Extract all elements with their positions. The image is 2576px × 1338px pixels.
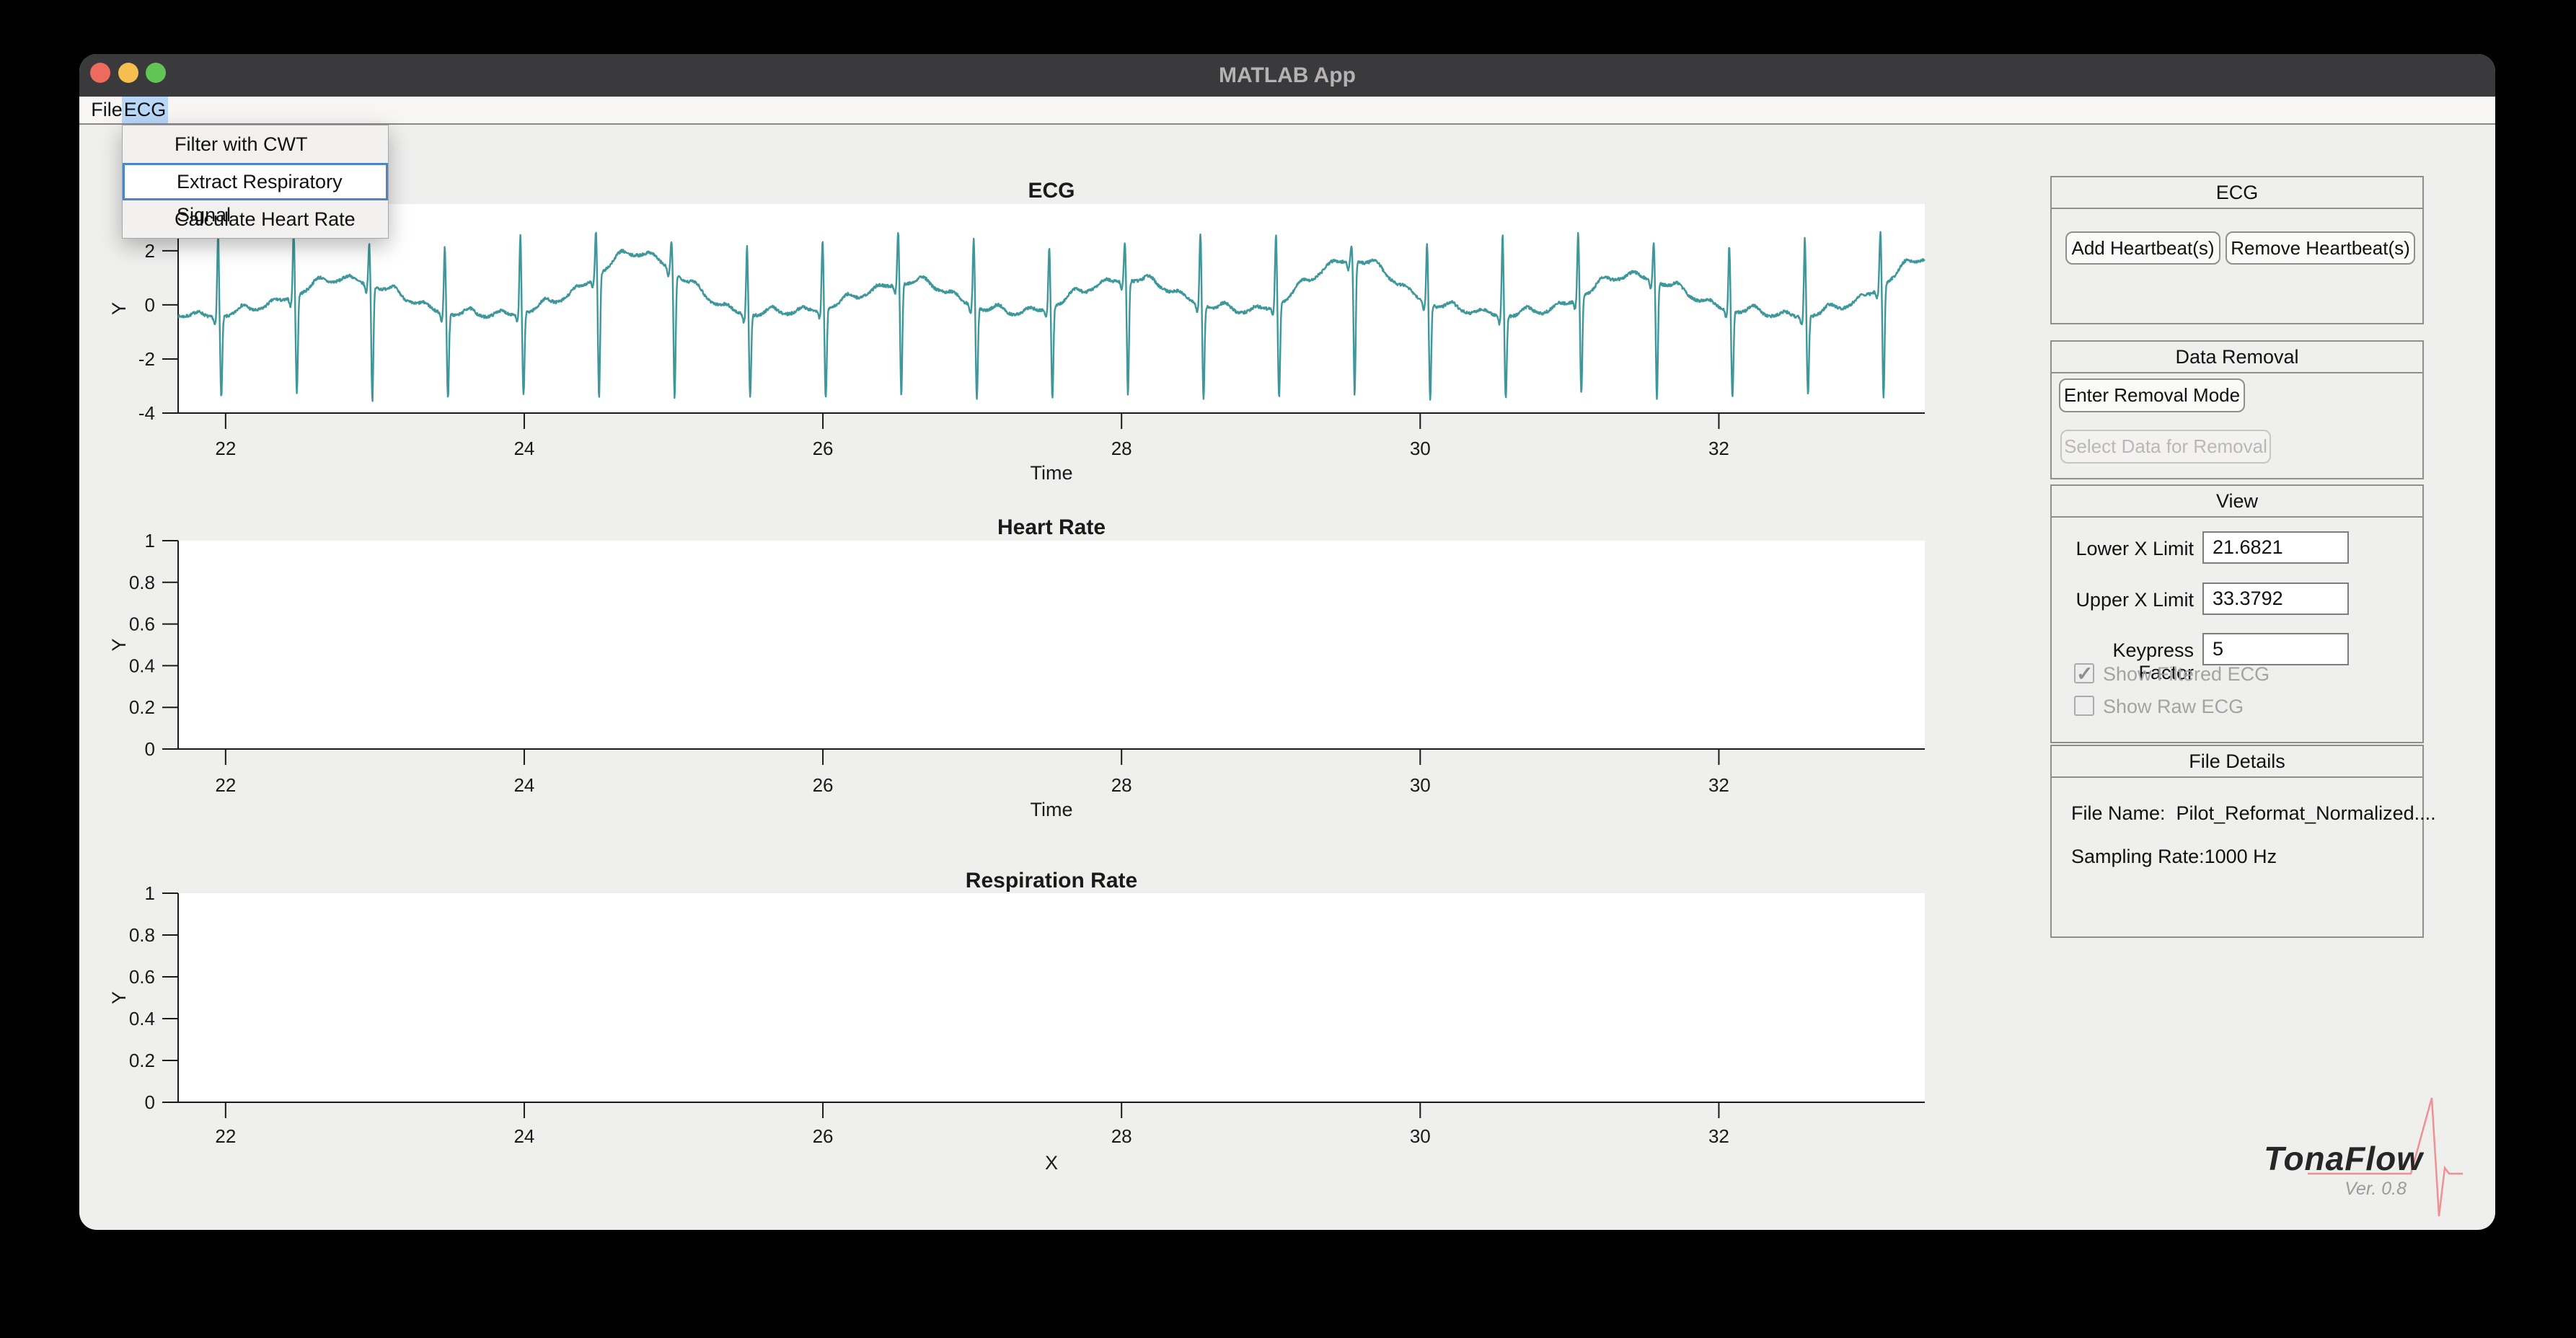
svg-text:22: 22 — [215, 438, 236, 459]
select-data-for-removal-button[interactable]: Select Data for Removal — [2060, 430, 2271, 464]
sampling-rate-value: 1000 Hz — [2204, 846, 2277, 867]
plot-ylabel-2: Y — [108, 991, 130, 1004]
file-name-line: File Name: Pilot_Reformat_Normalized.... — [2071, 802, 2436, 825]
ecg-panel-title: ECG — [2052, 177, 2422, 209]
menu-ecg[interactable]: ECG — [122, 97, 168, 123]
svg-text:26: 26 — [813, 1125, 834, 1147]
svg-text:28: 28 — [1111, 774, 1132, 796]
app-window: 22 24 26 28 30 32 -4 -2 0 2 ECG Time Y 22 24 26 28 30 32 0 0… — [79, 54, 2495, 1230]
svg-text:24: 24 — [513, 438, 534, 459]
menu-item-calculate-heart-rate[interactable]: Calculate Heart Rate — [175, 208, 356, 230]
svg-text:1: 1 — [145, 530, 155, 551]
svg-text:0: 0 — [145, 1091, 155, 1113]
close-icon[interactable] — [90, 63, 110, 83]
svg-text:32: 32 — [1708, 1125, 1729, 1147]
upper-x-limit-label: Upper X Limit — [2076, 589, 2194, 611]
ecg-trace — [177, 231, 1926, 402]
svg-text:-2: -2 — [138, 348, 155, 370]
svg-text:-4: -4 — [138, 402, 155, 424]
svg-text:32: 32 — [1708, 774, 1729, 796]
plot-title-1: Heart Rate — [997, 515, 1106, 539]
view-panel-title: View — [2052, 486, 2422, 518]
plot-xlabel-1: Time — [1031, 799, 1073, 820]
plot-title-2: Respiration Rate — [966, 869, 1137, 892]
menu-file[interactable]: File — [91, 99, 123, 120]
show-filtered-ecg-checkbox[interactable] — [2074, 662, 2094, 686]
zoom-icon[interactable] — [146, 63, 166, 83]
window-title: MATLAB App — [1219, 63, 1356, 87]
plot-ylabel-1: Y — [108, 638, 130, 651]
keypress-factor-label: Keypress Factor — [2112, 639, 2194, 683]
svg-text:26: 26 — [813, 774, 834, 796]
sampling-rate-line: Sampling Rate:1000 Hz — [2071, 846, 2277, 868]
lower-x-limit-input[interactable] — [2202, 531, 2349, 564]
svg-text:32: 32 — [1708, 438, 1729, 459]
keypress-factor-input[interactable] — [2202, 633, 2349, 665]
plot-area-2[interactable] — [178, 893, 1925, 1102]
svg-text:30: 30 — [1410, 1125, 1431, 1147]
menu-item-filter-with-cwt[interactable]: Filter with CWT — [175, 133, 308, 155]
svg-text:30: 30 — [1410, 774, 1431, 796]
svg-text:0.4: 0.4 — [129, 1008, 155, 1029]
plot-ylabel-0: Y — [108, 302, 130, 315]
plot-title-0: ECG — [1028, 179, 1075, 203]
plot-area-1[interactable] — [178, 541, 1925, 749]
show-raw-ecg-label: Show Raw ECG — [2103, 696, 2244, 717]
svg-text:0.2: 0.2 — [129, 696, 155, 718]
svg-text:0.8: 0.8 — [129, 572, 155, 593]
svg-text:24: 24 — [513, 774, 534, 796]
show-raw-ecg-checkbox[interactable] — [2074, 696, 2094, 716]
enter-removal-mode-button[interactable]: Enter Removal Mode — [2059, 378, 2245, 412]
title-bar[interactable]: MATLAB App — [79, 54, 2495, 97]
svg-text:22: 22 — [215, 774, 236, 796]
svg-text:0: 0 — [145, 294, 155, 316]
svg-text:0.4: 0.4 — [129, 655, 155, 676]
plot-xlabel-2: X — [1045, 1152, 1058, 1174]
svg-text:0.6: 0.6 — [129, 613, 155, 635]
data-removal-title: Data Removal — [2052, 342, 2422, 373]
add-heartbeats-button[interactable]: Add Heartbeat(s) — [2065, 231, 2220, 265]
svg-text:2: 2 — [145, 240, 155, 262]
plots-canvas: 22 24 26 28 30 32 -4 -2 0 2 ECG Time Y 22 24 26 28 30 32 0 0… — [108, 179, 1926, 1174]
file-name-label: File Name: — [2071, 802, 2166, 824]
ecg-menu-dropdown: Filter with CWT Extract Respiratory Sign… — [122, 125, 389, 239]
svg-text:1: 1 — [145, 882, 155, 904]
lower-x-limit-label: Lower X Limit — [2076, 538, 2194, 559]
minimize-icon[interactable] — [118, 63, 138, 83]
svg-text:28: 28 — [1111, 1125, 1132, 1147]
upper-x-limit-input[interactable] — [2202, 582, 2349, 615]
svg-text:22: 22 — [215, 1125, 236, 1147]
menu-item-extract-respiratory-signal[interactable]: Extract Respiratory Signal — [123, 163, 388, 226]
brand-version: Ver. 0.8 — [2345, 1179, 2407, 1199]
remove-heartbeats-button[interactable]: Remove Heartbeat(s) — [2226, 231, 2415, 265]
file-details-title: File Details — [2052, 746, 2422, 778]
show-filtered-ecg-label: Show Filtered ECG — [2103, 663, 2270, 685]
plot-xlabel-0: Time — [1031, 462, 1073, 484]
svg-text:0.6: 0.6 — [129, 966, 155, 988]
file-name-value: Pilot_Reformat_Normalized.... — [2176, 802, 2436, 824]
brand-logo: TonaFlow — [2264, 1140, 2423, 1177]
svg-text:0.2: 0.2 — [129, 1050, 155, 1071]
svg-text:0.8: 0.8 — [129, 924, 155, 946]
menu-bar: File ECG — [79, 97, 2495, 125]
sampling-rate-label: Sampling Rate: — [2071, 846, 2205, 867]
svg-text:24: 24 — [513, 1125, 534, 1147]
svg-text:28: 28 — [1111, 438, 1132, 459]
svg-text:26: 26 — [813, 438, 834, 459]
svg-text:0: 0 — [145, 738, 155, 760]
file-details-panel: File Details File Name: Pilot_Reformat_N… — [2050, 745, 2436, 938]
svg-text:30: 30 — [1410, 438, 1431, 459]
